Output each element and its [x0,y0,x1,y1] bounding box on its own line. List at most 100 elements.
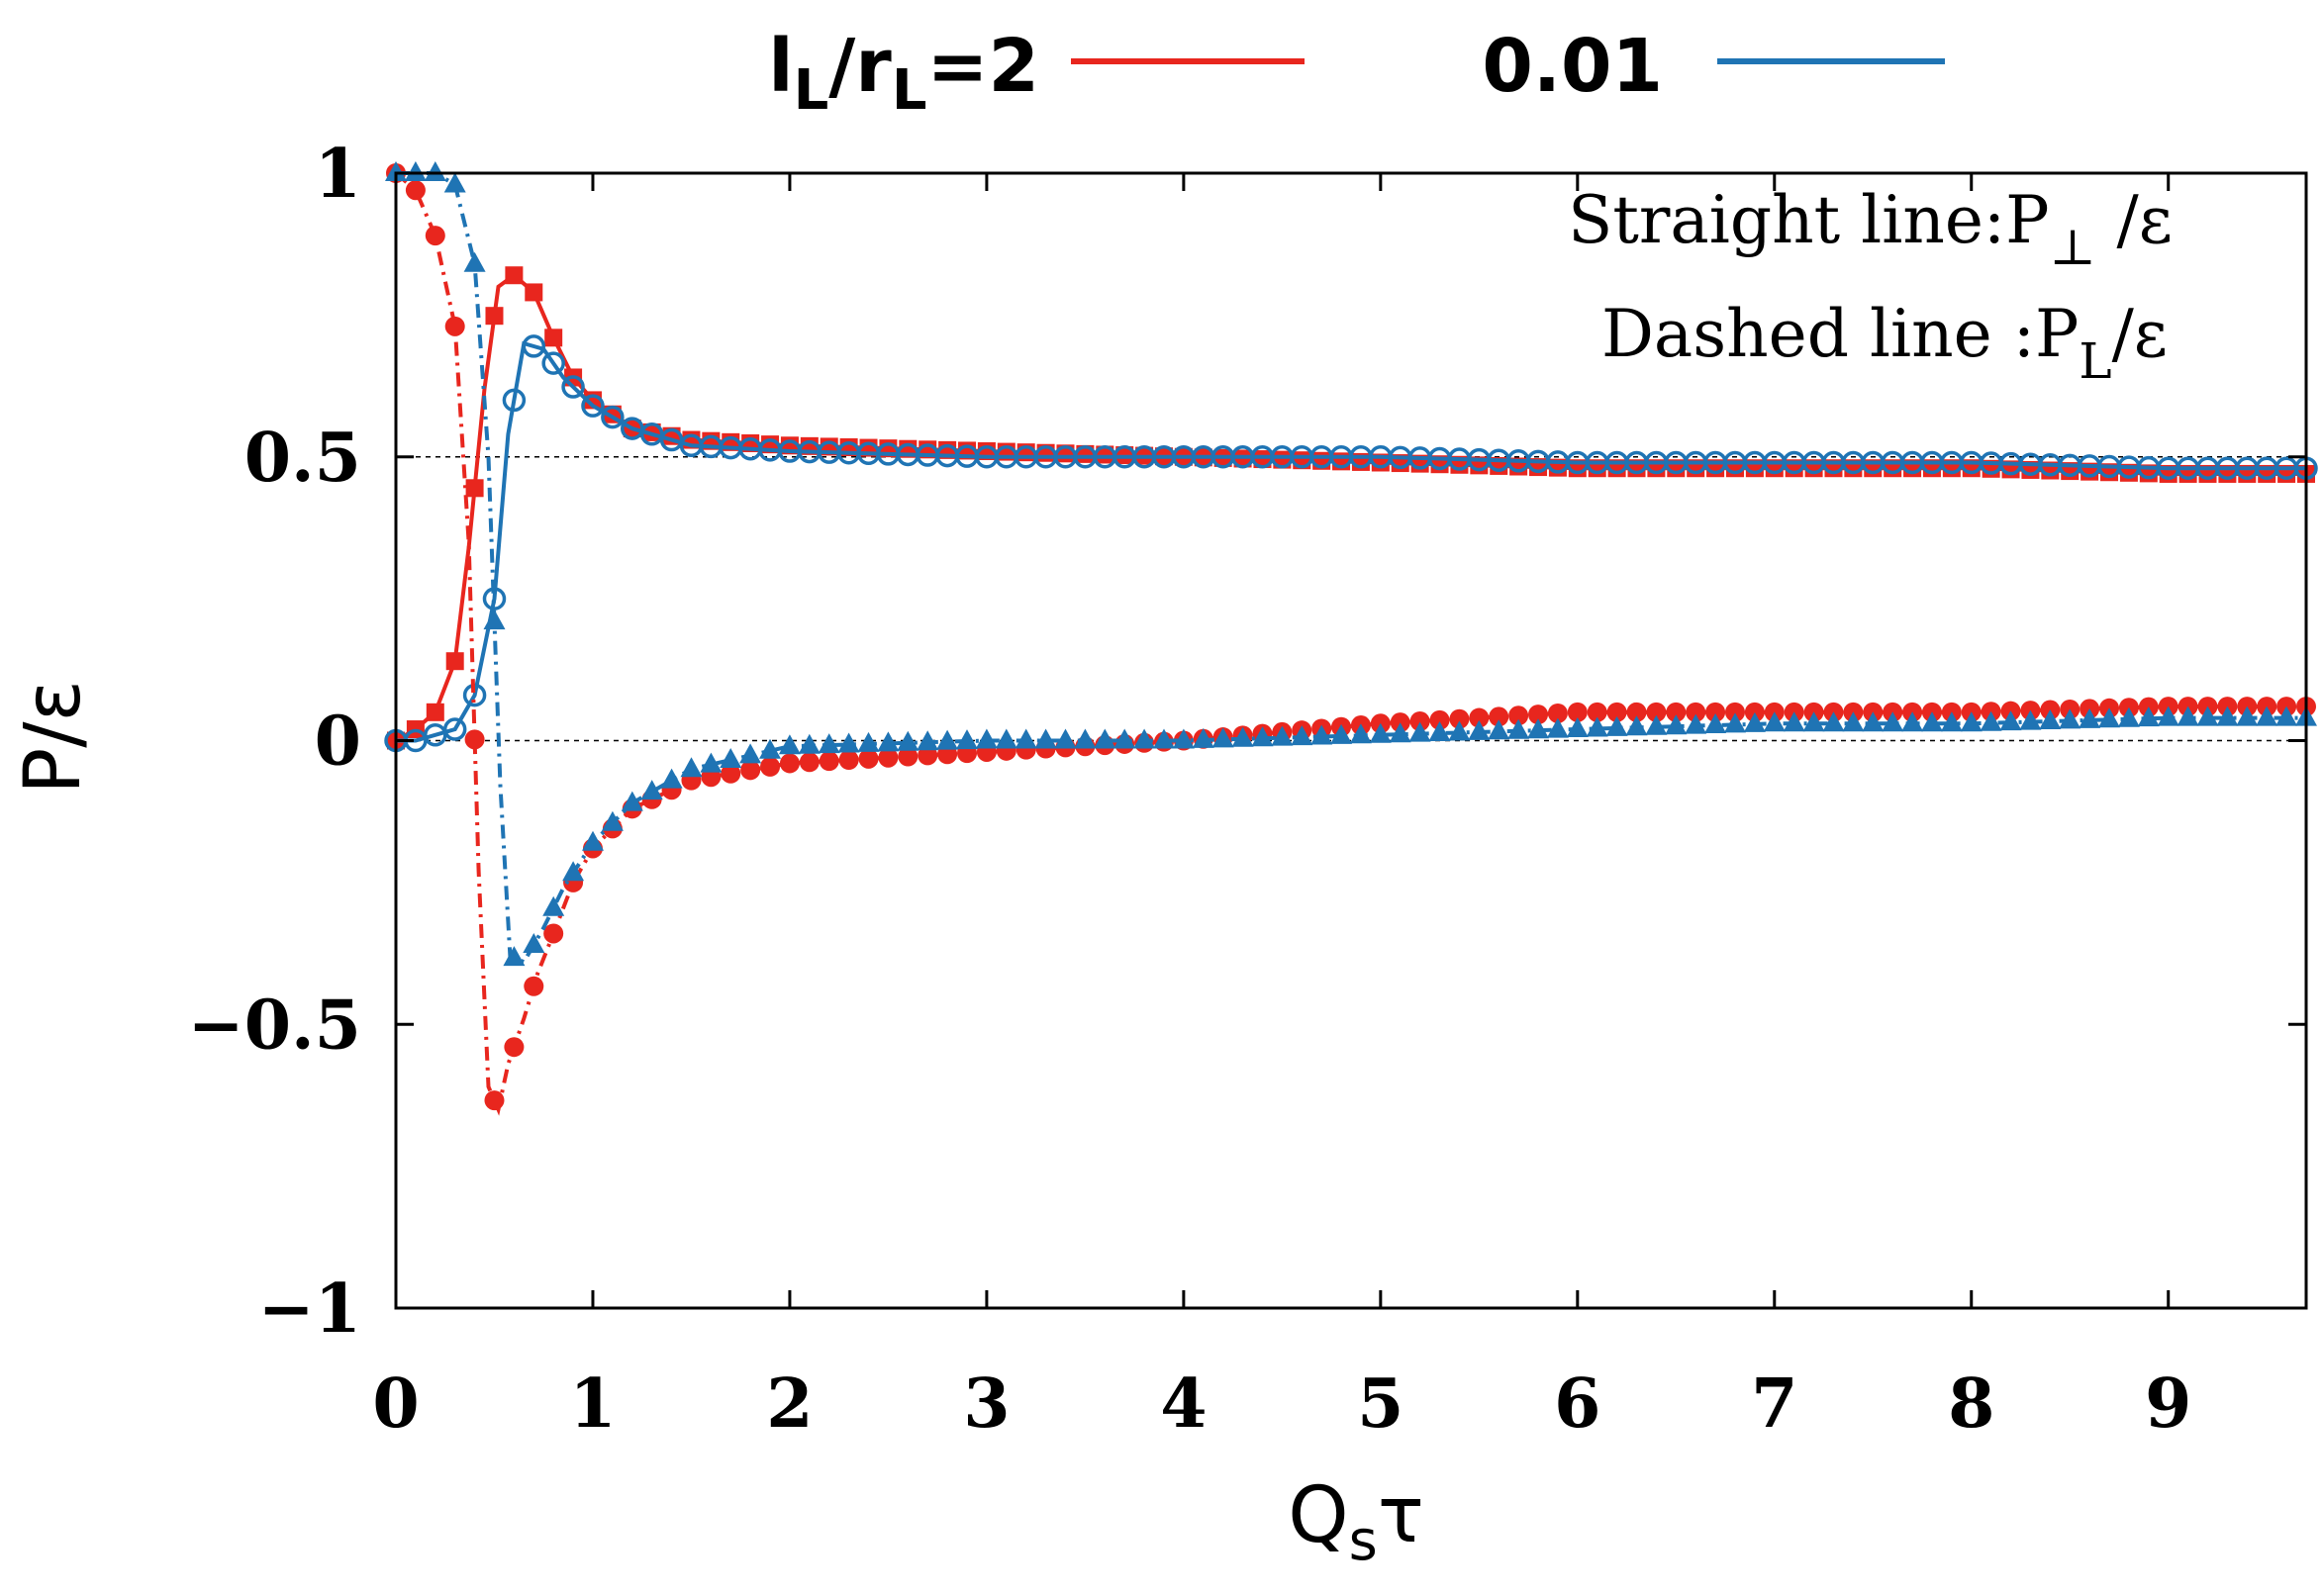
legend-entry-1-label-mid: /r [828,24,892,109]
legend-entry-1-label-tail: =2 [927,24,1040,109]
series-2-point-23 [838,749,859,770]
series-3-point-64 [1645,714,1668,735]
annotation-dashed-suffix: /ε [2112,296,2168,372]
series-3-point-30 [975,728,998,749]
series-3-point-91 [2177,705,2199,726]
series-3-point-83 [2019,709,2042,730]
series-3-point-58 [1527,718,1549,739]
series-2-point-6 [504,1037,525,1058]
series-0-point-8 [544,329,563,347]
series-1-point-6 [502,388,527,413]
series-3-point-89 [2137,706,2160,727]
series-3-point-56 [1488,719,1510,740]
series-3-point-5 [483,610,506,630]
annotation-dashed-line: Dashed line :PL/ε [1601,296,2168,390]
series-1-point-8 [541,351,565,375]
series-3-point-66 [1685,713,1707,734]
series-2-point-20 [779,753,800,774]
series-3-point-44 [1251,726,1274,747]
series-1-point-10 [581,394,605,418]
series-0-point-3 [445,652,464,671]
x-tick-label-4: 4 [1160,1364,1207,1444]
series-3-point-35 [1074,728,1097,749]
series-0-point-6 [505,266,524,285]
series-3-point-60 [1566,717,1589,737]
series-2-point-26 [898,746,919,767]
series-3-point-27 [917,730,939,751]
series-1 [384,334,2318,753]
legend-entry-1-label-main: l [768,24,793,109]
series-3-point-55 [1468,719,1491,740]
series-2-point-21 [799,752,820,773]
series-3-point-40 [1172,728,1195,749]
x-tick-label-3: 3 [963,1364,1010,1444]
series-3-point-41 [1192,727,1214,748]
series-3-point-73 [1822,711,1845,732]
series-3-point-47 [1310,724,1333,745]
series-0-point-7 [525,283,543,302]
series-3-point-96 [2275,705,2298,726]
x-axis-label: Qsτ [1288,1471,1424,1573]
series-0-point-5 [485,307,504,326]
series-2-point-25 [878,747,899,768]
series-3-point-69 [1743,711,1766,732]
series-3-point-6 [503,946,526,967]
series-3-point-71 [1783,711,1805,732]
series-3-point-17 [720,748,742,768]
legend-entry-1-label: lL/rL=2 [768,24,1039,123]
series-3-point-24 [857,731,880,752]
series-3-point-54 [1448,720,1471,741]
series-2-point-22 [819,751,839,772]
x-axis-label-sub: s [1349,1509,1378,1573]
series-3-point-84 [2039,709,2062,729]
series-3-point-39 [1153,728,1175,749]
x-tick-label-1: 1 [569,1364,616,1444]
series-3-point-12 [621,791,643,811]
series-2-point-2 [425,226,445,246]
legend-entry-2-label: 0.01 [1482,24,1663,109]
x-tick-label-8: 8 [1948,1364,1994,1444]
series-2-point-63 [1626,702,1647,722]
series-3-point-87 [2098,707,2120,728]
series-1-point-9 [561,375,585,399]
x-tick-label-0: 0 [372,1364,419,1444]
series-2-point-65 [1666,702,1687,722]
series-2-point-18 [740,760,761,781]
series-0-point-4 [465,479,484,498]
annotation-straight-prefix: Straight line:P [1568,182,2049,258]
y-tick-label-4: −1 [258,1269,361,1349]
annotation-dashed-prefix: Dashed line :P [1601,296,2079,372]
series-3-point-22 [818,733,840,754]
series-3-point-37 [1113,728,1136,749]
series-2-point-62 [1606,702,1627,722]
series-3-point-8 [542,895,565,916]
series-3-point-34 [1054,728,1077,749]
series-2-point-53 [1429,709,1450,730]
series-3-point-81 [1980,710,2002,731]
annotation-dashed-sub: L [2079,332,2111,390]
series-3-point-2 [424,161,446,181]
series-1-point-3 [442,717,467,741]
series-3-point-68 [1724,712,1746,733]
x-tick-label-5: 5 [1357,1364,1403,1444]
series-1-point-7 [522,334,546,358]
series-3-point-16 [700,752,723,773]
series-2-point-4 [464,729,485,750]
series-3-point-82 [1999,710,2022,731]
y-axis-label: P/ε [9,680,98,794]
series-2-point-61 [1587,702,1607,722]
series-3-point-53 [1428,721,1451,741]
annotation-straight-line: Straight line:P⊥ /ε [1568,182,2173,276]
series-3-point-45 [1271,725,1294,746]
series-3-point-9 [562,861,585,882]
series-2-point-7 [524,976,544,996]
y-tick-label-2: 0 [315,703,361,782]
series-2-point-60 [1567,702,1588,722]
series-line-1 [396,340,2306,743]
series-3-point-11 [601,810,624,831]
series-2-point-3 [444,316,465,336]
series-3-point-72 [1802,711,1825,732]
series-3-point-50 [1369,722,1392,743]
series-3-point-0 [385,161,407,181]
series-3-point-20 [778,734,801,755]
